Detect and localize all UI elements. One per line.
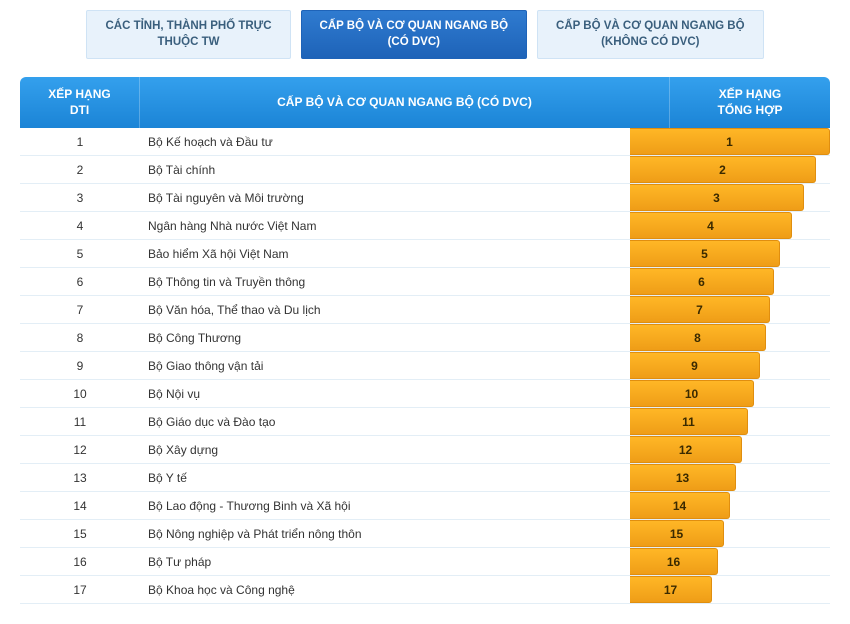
cell-rank: 4 [20, 212, 140, 239]
total-bar: 13 [630, 464, 736, 491]
table-row: 7Bộ Văn hóa, Thể thao và Du lịch7 [20, 296, 830, 324]
cell-total: 12 [630, 436, 830, 463]
cell-name: Bộ Tài nguyên và Môi trường [140, 184, 630, 211]
cell-name: Bộ Y tế [140, 464, 630, 491]
cell-total: 17 [630, 576, 830, 603]
cell-name: Bộ Tài chính [140, 156, 630, 183]
total-bar: 2 [630, 156, 816, 183]
cell-total: 6 [630, 268, 830, 295]
cell-name: Bộ Giáo dục và Đào tạo [140, 408, 630, 435]
cell-total: 9 [630, 352, 830, 379]
cell-rank: 16 [20, 548, 140, 575]
cell-name: Bộ Giao thông vận tải [140, 352, 630, 379]
total-bar: 10 [630, 380, 754, 407]
tab-2[interactable]: CẤP BỘ VÀ CƠ QUAN NGANG BỘ (KHÔNG CÓ DVC… [537, 10, 764, 59]
table-header-row: XẾP HẠNG DTI CẤP BỘ VÀ CƠ QUAN NGANG BỘ … [20, 77, 830, 128]
table-row: 2Bộ Tài chính2 [20, 156, 830, 184]
cell-total: 3 [630, 184, 830, 211]
table-row: 9Bộ Giao thông vận tải9 [20, 352, 830, 380]
table-row: 6Bộ Thông tin và Truyền thông6 [20, 268, 830, 296]
cell-rank: 14 [20, 492, 140, 519]
cell-total: 4 [630, 212, 830, 239]
cell-total: 5 [630, 240, 830, 267]
cell-name: Bộ Nội vụ [140, 380, 630, 407]
cell-name: Bảo hiểm Xã hội Việt Nam [140, 240, 630, 267]
cell-name: Bộ Lao động - Thương Binh và Xã hội [140, 492, 630, 519]
cell-total: 16 [630, 548, 830, 575]
cell-rank: 17 [20, 576, 140, 603]
cell-rank: 6 [20, 268, 140, 295]
cell-name: Bộ Công Thương [140, 324, 630, 351]
table-row: 8Bộ Công Thương8 [20, 324, 830, 352]
table-row: 13Bộ Y tế13 [20, 464, 830, 492]
cell-rank: 7 [20, 296, 140, 323]
header-total-label: XẾP HẠNG TỔNG HỢP [718, 87, 783, 118]
cell-rank: 2 [20, 156, 140, 183]
cell-total: 2 [630, 156, 830, 183]
cell-name: Ngân hàng Nhà nước Việt Nam [140, 212, 630, 239]
header-name-label: CẤP BỘ VÀ CƠ QUAN NGANG BỘ (CÓ DVC) [277, 95, 532, 111]
table-row: 12Bộ Xây dựng12 [20, 436, 830, 464]
cell-rank: 11 [20, 408, 140, 435]
total-bar: 8 [630, 324, 766, 351]
total-bar: 11 [630, 408, 748, 435]
total-bar: 1 [630, 128, 830, 155]
cell-rank: 10 [20, 380, 140, 407]
cell-total: 15 [630, 520, 830, 547]
cell-rank: 12 [20, 436, 140, 463]
cell-total: 14 [630, 492, 830, 519]
cell-total: 1 [630, 128, 830, 155]
table-row: 5Bảo hiểm Xã hội Việt Nam5 [20, 240, 830, 268]
total-bar: 12 [630, 436, 742, 463]
total-bar: 14 [630, 492, 730, 519]
table-row: 17Bộ Khoa học và Công nghệ17 [20, 576, 830, 604]
tab-bar: CÁC TỈNH, THÀNH PHỐ TRỰC THUỘC TWCẤP BỘ … [20, 10, 830, 59]
cell-total: 7 [630, 296, 830, 323]
cell-total: 10 [630, 380, 830, 407]
cell-rank: 1 [20, 128, 140, 155]
header-rank: XẾP HẠNG DTI [20, 77, 140, 128]
cell-rank: 13 [20, 464, 140, 491]
total-bar: 7 [630, 296, 770, 323]
total-bar: 9 [630, 352, 760, 379]
total-bar: 6 [630, 268, 774, 295]
total-bar: 16 [630, 548, 718, 575]
cell-total: 11 [630, 408, 830, 435]
cell-name: Bộ Nông nghiệp và Phát triển nông thôn [140, 520, 630, 547]
ranking-table: XẾP HẠNG DTI CẤP BỘ VÀ CƠ QUAN NGANG BỘ … [20, 77, 830, 604]
cell-name: Bộ Khoa học và Công nghệ [140, 576, 630, 603]
cell-rank: 5 [20, 240, 140, 267]
header-total: XẾP HẠNG TỔNG HỢP [670, 77, 830, 128]
header-rank-label: XẾP HẠNG DTI [48, 87, 110, 118]
total-bar: 15 [630, 520, 724, 547]
table-row: 15Bộ Nông nghiệp và Phát triển nông thôn… [20, 520, 830, 548]
table-row: 14Bộ Lao động - Thương Binh và Xã hội14 [20, 492, 830, 520]
tab-0[interactable]: CÁC TỈNH, THÀNH PHỐ TRỰC THUỘC TW [86, 10, 290, 59]
cell-name: Bộ Kế hoạch và Đầu tư [140, 128, 630, 155]
table-row: 16Bộ Tư pháp16 [20, 548, 830, 576]
tab-1[interactable]: CẤP BỘ VÀ CƠ QUAN NGANG BỘ (CÓ DVC) [301, 10, 528, 59]
cell-name: Bộ Tư pháp [140, 548, 630, 575]
table-row: 1Bộ Kế hoạch và Đầu tư1 [20, 128, 830, 156]
total-bar: 4 [630, 212, 792, 239]
cell-name: Bộ Thông tin và Truyền thông [140, 268, 630, 295]
total-bar: 17 [630, 576, 712, 603]
cell-total: 8 [630, 324, 830, 351]
cell-rank: 9 [20, 352, 140, 379]
total-bar: 3 [630, 184, 804, 211]
table-row: 4Ngân hàng Nhà nước Việt Nam4 [20, 212, 830, 240]
cell-rank: 15 [20, 520, 140, 547]
table-body: 1Bộ Kế hoạch và Đầu tư12Bộ Tài chính23Bộ… [20, 128, 830, 604]
table-row: 11Bộ Giáo dục và Đào tạo11 [20, 408, 830, 436]
cell-name: Bộ Xây dựng [140, 436, 630, 463]
table-row: 10Bộ Nội vụ10 [20, 380, 830, 408]
total-bar: 5 [630, 240, 780, 267]
cell-rank: 3 [20, 184, 140, 211]
cell-name: Bộ Văn hóa, Thể thao và Du lịch [140, 296, 630, 323]
header-name: CẤP BỘ VÀ CƠ QUAN NGANG BỘ (CÓ DVC) [140, 77, 670, 128]
table-row: 3Bộ Tài nguyên và Môi trường3 [20, 184, 830, 212]
cell-rank: 8 [20, 324, 140, 351]
cell-total: 13 [630, 464, 830, 491]
